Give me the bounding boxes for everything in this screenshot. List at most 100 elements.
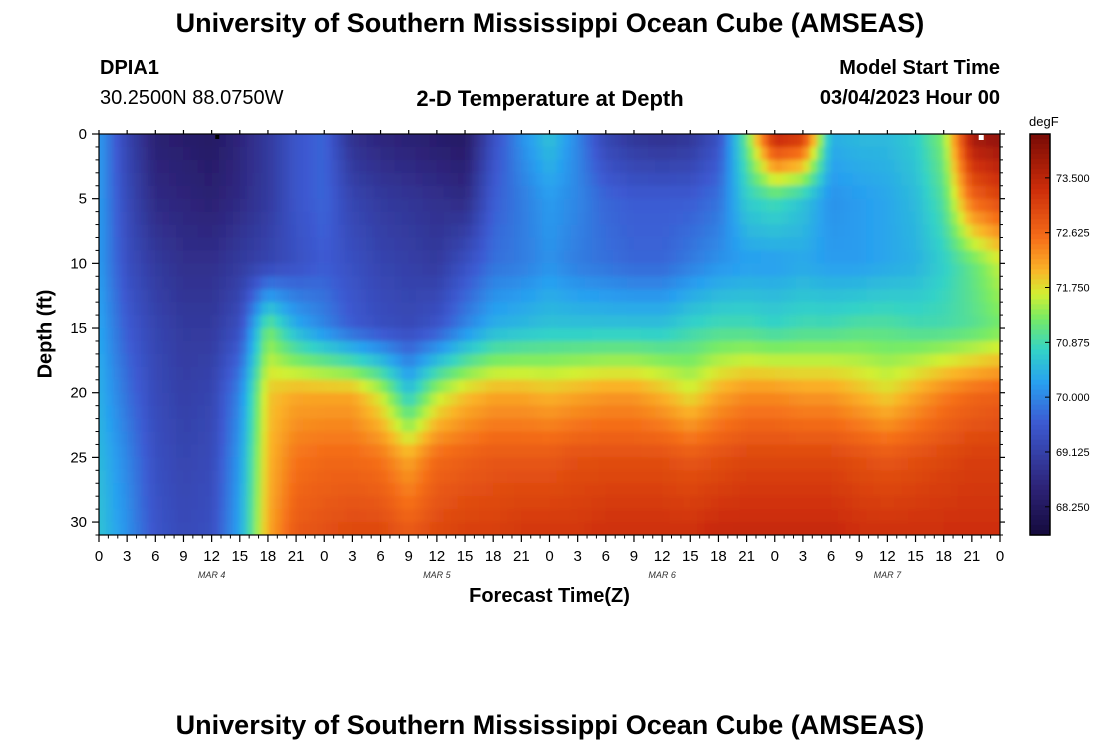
heatmap-cell xyxy=(746,418,755,433)
heatmap-cell xyxy=(753,237,762,252)
heatmap-cell xyxy=(936,353,945,368)
heatmap-cell xyxy=(450,198,459,213)
heatmap-cell xyxy=(598,224,607,239)
heatmap-cell xyxy=(873,185,881,200)
heatmap-cell xyxy=(338,276,346,290)
heatmap-cell xyxy=(204,185,213,200)
heatmap-cell xyxy=(591,134,600,148)
heatmap-cell xyxy=(528,250,537,264)
heatmap-cell xyxy=(619,134,628,135)
heatmap-cell xyxy=(443,366,452,381)
heatmap-cell xyxy=(429,379,438,394)
heatmap-cell xyxy=(359,263,368,277)
heatmap-cell xyxy=(760,509,769,523)
heatmap-cell xyxy=(950,276,959,290)
heatmap-cell xyxy=(866,237,874,252)
heatmap-cell xyxy=(873,276,881,290)
heatmap-cell xyxy=(274,159,283,174)
heatmap-cell xyxy=(479,250,487,264)
heatmap-cell xyxy=(479,211,487,226)
heatmap-cell xyxy=(570,444,579,458)
heatmap-cell xyxy=(1000,444,1008,458)
heatmap-cell xyxy=(443,418,452,433)
heatmap-cell xyxy=(662,418,670,433)
heatmap-cell xyxy=(507,509,515,523)
heatmap-cell xyxy=(436,211,445,226)
heatmap-cell xyxy=(936,418,945,433)
heatmap-cell xyxy=(303,392,311,407)
heatmap-cell xyxy=(274,185,283,200)
heatmap-cell xyxy=(106,444,114,458)
heatmap-cell xyxy=(289,379,297,394)
heatmap-cell xyxy=(619,146,628,161)
heatmap-cell xyxy=(211,483,220,497)
heatmap-cell xyxy=(162,535,170,549)
heatmap-cell xyxy=(394,366,403,381)
heatmap-cell xyxy=(401,405,410,420)
heatmap-cell xyxy=(260,250,269,264)
heatmap-cell xyxy=(254,535,262,549)
heatmap-cell xyxy=(922,483,931,497)
heatmap-cell xyxy=(556,302,565,316)
heatmap-cell xyxy=(605,276,614,290)
heatmap-cell xyxy=(964,522,973,535)
heatmap-cell xyxy=(183,224,192,239)
heatmap-cell xyxy=(859,366,867,381)
heatmap-cell xyxy=(950,379,959,394)
heatmap-cell xyxy=(169,328,178,342)
heatmap-cell xyxy=(85,535,93,549)
heatmap-cell xyxy=(612,276,621,290)
heatmap-cell xyxy=(641,276,649,290)
heatmap-cell xyxy=(838,470,846,484)
heatmap-cell xyxy=(141,289,149,303)
heatmap-cell xyxy=(598,509,607,523)
heatmap-cell xyxy=(619,340,628,355)
heatmap-cell xyxy=(598,159,607,174)
heatmap-cell xyxy=(169,535,177,549)
heatmap-cell xyxy=(774,224,783,239)
heatmap-cell xyxy=(690,237,698,252)
heatmap-cell xyxy=(985,457,994,471)
heatmap-cell xyxy=(225,457,234,471)
heatmap-cell xyxy=(359,366,368,381)
heatmap-cell xyxy=(331,379,339,394)
heatmap-cell xyxy=(155,146,163,161)
heatmap-cell xyxy=(457,159,466,174)
heatmap-cell xyxy=(929,353,938,368)
heatmap-cell xyxy=(732,134,741,148)
heatmap-cell xyxy=(303,431,311,446)
heatmap-cell xyxy=(176,444,185,458)
heatmap-cell xyxy=(767,431,776,446)
heatmap-cell xyxy=(204,172,213,187)
heatmap-cell xyxy=(176,146,185,161)
heatmap-cell xyxy=(788,302,797,316)
heatmap-cell xyxy=(176,172,185,187)
heatmap-cell xyxy=(950,211,959,226)
heatmap-cell xyxy=(486,237,494,252)
heatmap-cell xyxy=(676,392,684,407)
heatmap-cell xyxy=(662,134,670,135)
heatmap-cell xyxy=(612,134,621,148)
heatmap-cell xyxy=(894,366,903,381)
heatmap-cell xyxy=(1000,199,1008,213)
heatmap-cell xyxy=(310,522,318,535)
heatmap-cell xyxy=(422,250,431,264)
heatmap-cell xyxy=(253,315,262,329)
heatmap-cell xyxy=(457,211,466,226)
heatmap-cell xyxy=(387,405,396,420)
heatmap-cell xyxy=(317,159,325,174)
heatmap-cell xyxy=(887,315,896,329)
heatmap-cell xyxy=(239,185,248,200)
heatmap-cell xyxy=(802,134,811,148)
heatmap-cell xyxy=(887,496,896,510)
heatmap-cell xyxy=(704,289,712,303)
heatmap-cell xyxy=(563,470,572,484)
heatmap-cell xyxy=(176,366,185,381)
heatmap-cell xyxy=(500,198,508,213)
heatmap-cell xyxy=(718,366,727,381)
heatmap-cell xyxy=(760,379,769,394)
heatmap-cell xyxy=(669,392,677,407)
heatmap-cell xyxy=(683,444,691,458)
heatmap-cell xyxy=(204,379,213,394)
heatmap-cell xyxy=(605,431,614,446)
